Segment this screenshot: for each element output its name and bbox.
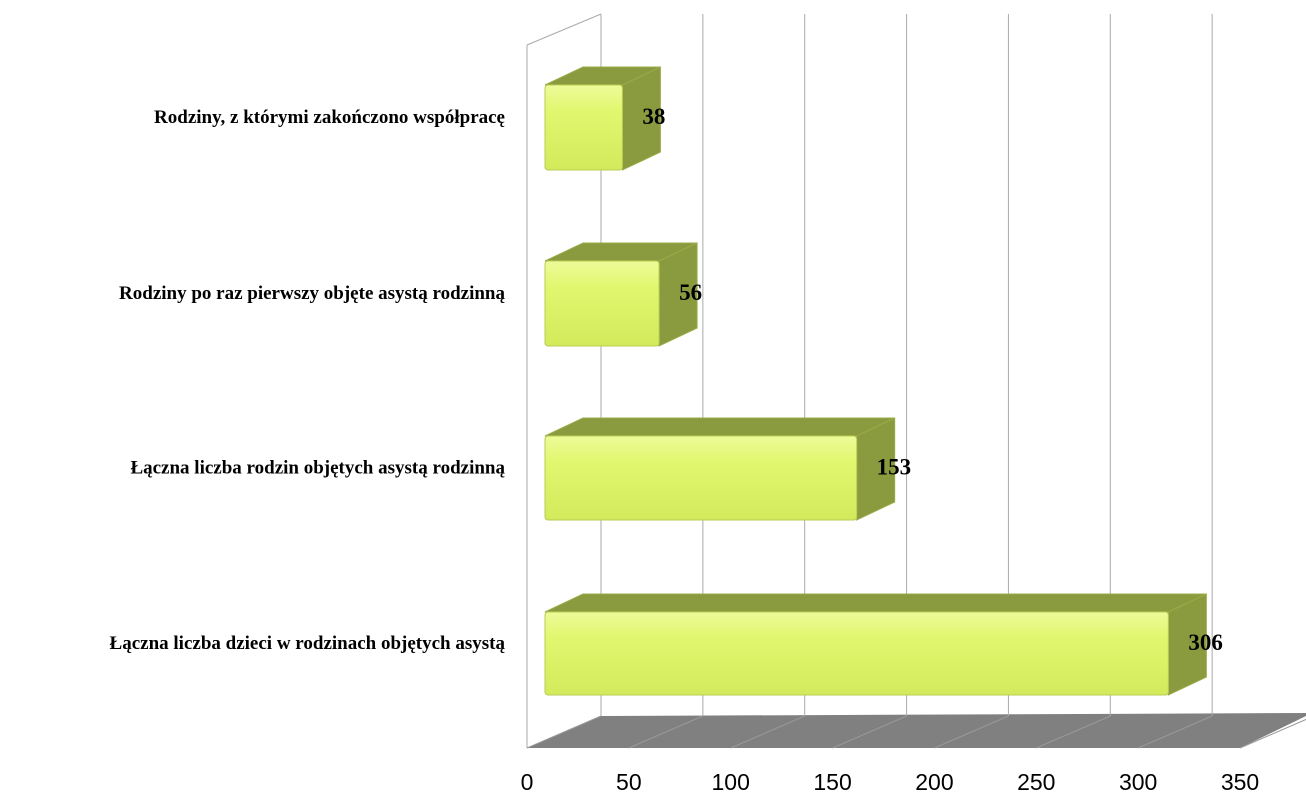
value-label: 56 [679, 280, 702, 305]
category-label: Rodziny, z którymi zakończono współpracę [154, 107, 505, 128]
category-label: Łączna liczba dzieci w rodzinach objętyc… [110, 633, 506, 654]
floor-grid-line [526, 715, 602, 749]
value-label: 306 [1188, 630, 1223, 655]
value-label: 38 [642, 104, 665, 129]
bar [544, 84, 623, 171]
x-tick-label: 50 [616, 769, 642, 793]
floor-grid-line [934, 715, 1009, 749]
x-tick-label: 300 [1119, 769, 1157, 793]
floor-grid-line [1036, 715, 1111, 749]
bar [544, 260, 660, 347]
x-tick-label: 0 [521, 769, 534, 793]
bar [544, 435, 858, 521]
bar-top [544, 593, 1207, 613]
floor [526, 13, 1306, 748]
x-tick-label: 350 [1221, 769, 1259, 793]
category-label: Łączna liczba rodzin objętych asystą rod… [130, 457, 505, 478]
x-tick-label: 250 [1017, 769, 1055, 793]
floor-grid-line [832, 715, 907, 749]
x-tick-label: 200 [915, 769, 953, 793]
bar-top [544, 417, 895, 437]
bar [544, 611, 1169, 696]
x-tick-label: 150 [813, 769, 851, 793]
floor-grid-line [1239, 718, 1306, 749]
x-tick-label: 100 [712, 769, 750, 793]
floor-grid-line [1137, 715, 1213, 749]
value-label: 153 [877, 454, 912, 479]
wall-edge [526, 13, 602, 46]
floor-plane [527, 713, 1306, 748]
category-label: Rodziny po raz pierwszy objęte asystą ro… [119, 283, 505, 304]
floor-grid-line [730, 715, 805, 749]
floor-grid-line [628, 715, 704, 749]
